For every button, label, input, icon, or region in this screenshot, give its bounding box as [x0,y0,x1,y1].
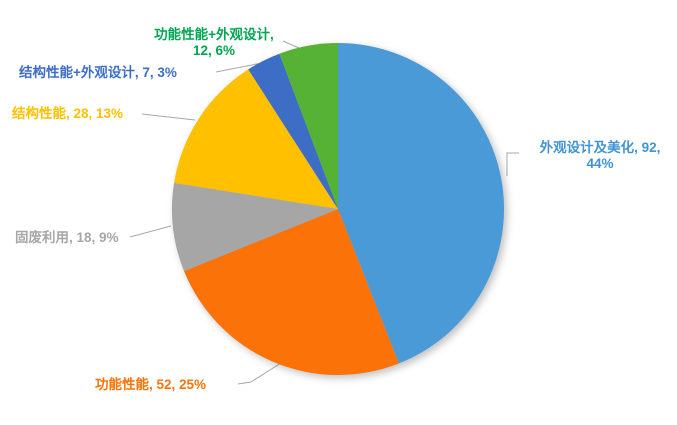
data-label-appearance-design: 外观设计及美化, 92, 44% [520,140,677,172]
pie-slice-结构性能 [174,69,338,209]
pie-slice-功能性能 [184,209,399,376]
pie-slice-功能性能+外观设计 [279,43,338,209]
data-label-text: 外观设计及美化, 92, [539,140,661,155]
leader-line [129,225,172,238]
leader-lines-group [129,40,519,385]
data-label-text: 功能性能, 52, 25% [95,377,207,392]
data-label-function-performance: 功能性能, 52, 25% [95,377,206,393]
data-label-text: 44% [586,156,614,171]
data-label-structural-performance: 结构性能, 28, 13% [12,106,123,122]
pie-slice-外观设计及美化 [338,43,505,364]
data-label-text: 12, 6% [192,43,236,58]
pie-slices-group [171,43,505,376]
leader-line [237,362,282,385]
pie-slice-结构性能+外观设计 [248,53,338,209]
data-label-text: 结构性能+外观设计, 7, 3% [19,65,177,80]
leader-line [215,62,263,73]
data-label-structure-plus-appearance: 结构性能+外观设计, 7, 3% [19,65,177,81]
data-label-text: 结构性能, 28, 13% [12,106,124,121]
data-label-function-plus-appearance: 功能性能+外观设计, 12, 6% [140,27,288,59]
data-label-text: 固废利用, 18, 9% [15,230,119,245]
data-label-text: 功能性能+外观设计, [154,27,274,42]
leader-line [506,152,519,176]
leader-line [141,113,196,121]
pie-slice-固废利用 [171,182,338,272]
data-label-solid-waste-utilization: 固废利用, 18, 9% [15,230,119,246]
